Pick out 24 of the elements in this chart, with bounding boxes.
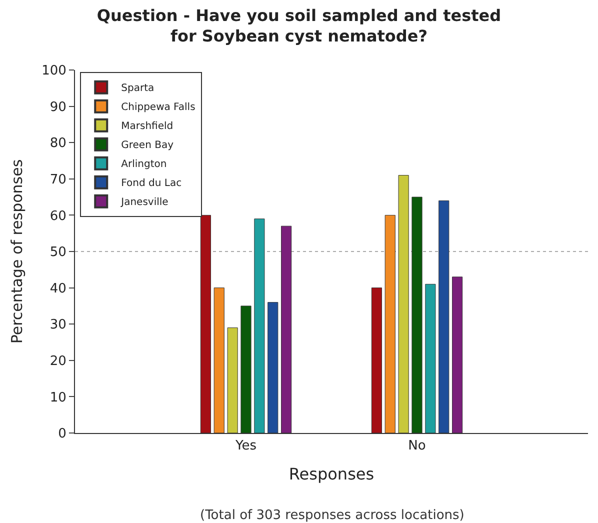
legend-label: Arlington xyxy=(121,159,167,170)
legend-label: Fond du Lac xyxy=(121,178,182,190)
text: (Total of 303 responses across locations) xyxy=(200,508,464,523)
legend-label: Green Bay xyxy=(121,140,174,152)
y-tick-label: 70 xyxy=(50,172,66,188)
legend-label: Janesville xyxy=(120,197,168,208)
x-tick-label: Yes xyxy=(234,438,257,454)
y-tick-label: 100 xyxy=(42,64,66,79)
y-tick-label: 90 xyxy=(50,100,66,115)
y-tick-label: 10 xyxy=(50,390,66,406)
y-tick-label: 40 xyxy=(50,281,66,296)
y-tick-label: 50 xyxy=(50,245,66,260)
y-axis-title: Percentage of responses xyxy=(8,159,26,344)
legend-label: Chippewa Falls xyxy=(121,102,196,114)
legend-label: Sparta xyxy=(121,83,154,94)
y-tick-label: 30 xyxy=(50,318,66,333)
y-tick-label: 20 xyxy=(50,354,66,369)
y-tick-label: 60 xyxy=(50,208,66,224)
y-tick-label: 80 xyxy=(50,136,66,152)
legend-label: Marshfield xyxy=(121,121,174,132)
x-tick-label: No xyxy=(408,438,426,454)
y-tick-label: 0 xyxy=(58,426,66,442)
x-axis-title: Responses xyxy=(288,464,374,484)
chart-title: Question - Have you soil sampled and tested for Soybean cyst nematode? xyxy=(96,6,502,46)
